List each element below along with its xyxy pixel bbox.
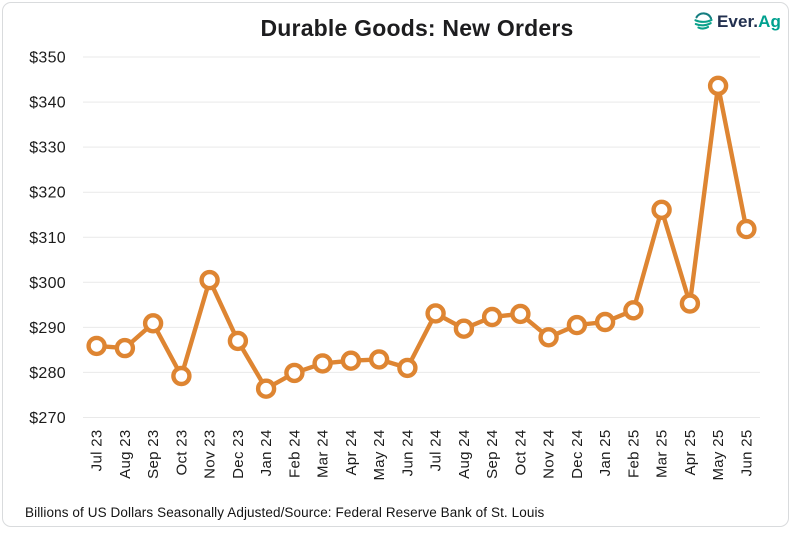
- x-tick-label: May 25: [710, 430, 727, 481]
- data-point-marker: [679, 293, 701, 314]
- y-tick-label: $310: [29, 230, 66, 247]
- data-line: [94, 83, 749, 391]
- x-tick-label: Jan 24: [258, 430, 275, 477]
- everag-swoosh-globe-icon: [694, 12, 713, 30]
- data-point-marker: [538, 327, 559, 348]
- data-point-marker: [86, 335, 107, 357]
- x-tick-label: Nov 23: [202, 430, 219, 479]
- y-tick-label: $350: [29, 50, 66, 67]
- y-tick-label: $280: [29, 365, 66, 382]
- x-tick-label: Aug 23: [117, 430, 134, 479]
- x-tick-label: Dec 23: [230, 430, 247, 479]
- data-point-marker: [227, 330, 249, 352]
- x-tick-label: Oct 23: [173, 430, 190, 476]
- x-tick-label: Jun 25: [738, 430, 755, 477]
- y-tick-label: $330: [29, 140, 66, 157]
- data-point-marker: [199, 269, 220, 291]
- data-point-marker: [707, 75, 729, 97]
- chart-canvas: $270 $280 $290 $300 $310 $320 $330 $340 $350 Jul …: [29, 50, 760, 481]
- x-tick-label: Jun 24: [399, 430, 416, 477]
- x-tick-label: Jan 25: [597, 430, 614, 477]
- x-tick-label: Feb 24: [286, 430, 303, 479]
- chart-frame: [2, 2, 789, 527]
- data-point-marker: [736, 218, 757, 240]
- logo-text-accent: Ag: [758, 11, 781, 31]
- data-point-marker: [368, 349, 390, 370]
- data-point-marker: [397, 357, 418, 379]
- data-point-marker: [425, 303, 446, 324]
- y-tick-label: $320: [29, 185, 66, 202]
- logo-text-primary: Ever.: [716, 11, 759, 31]
- x-tick-label: Nov 24: [541, 430, 558, 479]
- everag-logo-text: Ever.Ag: [717, 12, 781, 32]
- data-point-marker: [481, 306, 503, 328]
- source-note: Billions of US Dollars Seasonally Adjust…: [25, 505, 545, 520]
- x-tick-label: Mar 25: [654, 430, 671, 479]
- data-point-marker: [284, 362, 305, 384]
- x-tick-label: Jul 24: [428, 430, 445, 472]
- data-point-marker: [312, 353, 333, 374]
- data-point-marker: [651, 199, 672, 221]
- data-point-marker: [566, 314, 588, 336]
- x-tick-label: Sep 23: [145, 430, 162, 479]
- x-tick-label: Oct 24: [512, 430, 529, 476]
- x-tick-label: Jul 23: [89, 430, 106, 472]
- y-tick-label: $300: [29, 275, 66, 292]
- x-tick-label: Apr 25: [682, 430, 699, 476]
- x-tick-label: Feb 25: [625, 430, 642, 479]
- x-tick-label: Mar 24: [315, 430, 332, 479]
- x-tick-label: Dec 24: [569, 430, 586, 479]
- everag-logo: Ever.Ag: [693, 11, 781, 32]
- data-point-marker: [453, 318, 475, 339]
- data-point-marker: [171, 365, 192, 387]
- data-point-marker: [594, 311, 616, 333]
- data-point-marker: [340, 350, 362, 371]
- data-point-marker: [142, 313, 164, 334]
- data-point-marker: [623, 300, 644, 321]
- x-tick-label: Apr 24: [343, 430, 360, 476]
- data-point-marker: [114, 337, 136, 359]
- x-tick-label: May 24: [371, 430, 388, 481]
- x-tick-label: Sep 24: [484, 430, 501, 479]
- chart-title: Durable Goods: New Orders: [260, 15, 574, 41]
- y-tick-label: $270: [29, 410, 66, 427]
- y-tick-label: $290: [29, 320, 66, 337]
- data-point-marker: [510, 303, 531, 325]
- y-tick-label: $340: [29, 95, 66, 112]
- x-tick-label: Aug 24: [456, 430, 473, 479]
- data-point-marker: [255, 378, 277, 399]
